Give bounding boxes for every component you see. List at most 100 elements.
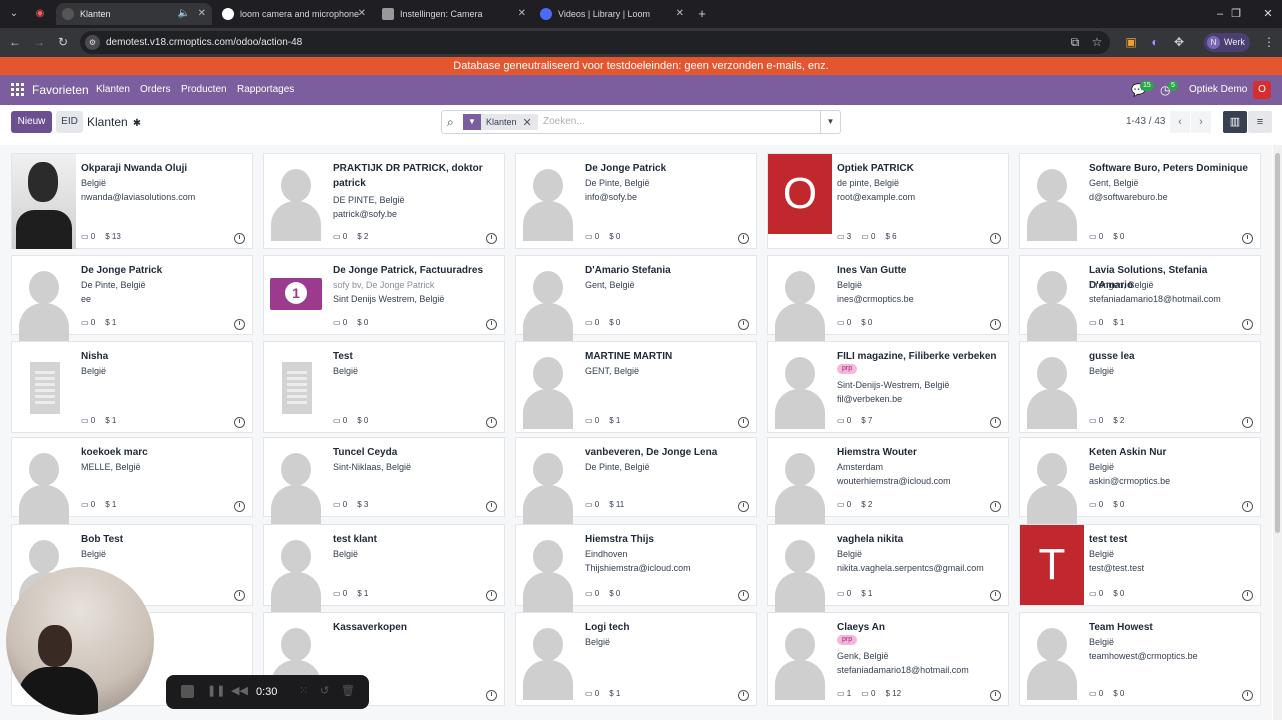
back-icon[interactable]: ← <box>9 35 21 49</box>
menu-klanten[interactable]: Klanten <box>96 84 130 95</box>
company-switcher[interactable]: Optiek Demo <box>1189 84 1248 95</box>
activity-clock-icon[interactable] <box>486 690 497 701</box>
search-input[interactable]: Zoeken... <box>543 116 585 127</box>
partner-card[interactable]: D'Amario Stefania Gent, België ▭ 0 $ 0 <box>515 255 757 343</box>
window-close-icon[interactable]: ✕ <box>1263 8 1273 20</box>
puzzle-icon[interactable]: ✥ <box>1173 35 1185 49</box>
activity-clock-icon[interactable] <box>486 590 497 601</box>
activity-clock-icon[interactable] <box>1242 233 1253 244</box>
activity-clock-icon[interactable] <box>738 690 749 701</box>
partner-card[interactable]: Test België ▭ 0 $ 0 <box>263 341 505 433</box>
search-dropdown-toggle[interactable]: ▼ <box>820 111 840 133</box>
partner-card[interactable]: Software Buro, Peters Dominique Gent, Bel… <box>1019 153 1261 249</box>
stop-record-button[interactable] <box>181 685 194 698</box>
partner-card[interactable]: Ines Van Gutte België ines@crmoptics.be ▭ 0… <box>767 255 1009 343</box>
list-view-button[interactable]: ≡ <box>1248 111 1272 133</box>
partner-card[interactable]: De Jonge Patrick De Pinte, België info@sof… <box>515 153 757 249</box>
forward-icon[interactable]: → <box>33 35 45 49</box>
partner-card[interactable]: Nisha België ▭ 0 $ 1 <box>11 341 253 433</box>
activity-clock-icon[interactable] <box>738 233 749 244</box>
activity-clock-icon[interactable] <box>234 590 245 601</box>
activity-clock-icon[interactable] <box>738 319 749 330</box>
partner-card[interactable]: vaghela nikita België nikita.vaghela.serpe… <box>767 524 1009 612</box>
activity-clock-icon[interactable] <box>486 417 497 428</box>
partner-card[interactable]: O Optiek PATRICK de pinte, België root@exam… <box>767 153 1009 249</box>
close-icon[interactable]: ✕ <box>675 8 684 19</box>
app-menu-icon[interactable] <box>11 83 24 96</box>
activity-clock-icon[interactable] <box>1242 690 1253 701</box>
menu-orders[interactable]: Orders <box>140 84 171 95</box>
pause-icon[interactable]: ❚❚ <box>207 685 226 697</box>
eid-button[interactable]: EID <box>56 111 83 133</box>
minimize-icon[interactable]: – <box>1216 8 1224 20</box>
reload-icon[interactable]: ↻ <box>57 35 69 49</box>
user-avatar[interactable]: O <box>1253 81 1271 99</box>
webcam-bubble[interactable] <box>6 567 154 715</box>
scrollbar[interactable] <box>1273 145 1282 720</box>
more-menu-icon[interactable]: ⋮ <box>1263 35 1275 49</box>
cast-icon[interactable]: ⧉ <box>1070 35 1080 49</box>
partner-card[interactable]: MARTINE MARTIN GENT, België ▭ 0 $ 1 <box>515 341 757 433</box>
tab-klanten[interactable]: Klanten 🔈 ✕ <box>56 3 212 25</box>
speaker-icon[interactable]: 🔈 <box>177 8 190 19</box>
activity-clock-icon[interactable] <box>990 319 1001 330</box>
new-tab-icon[interactable]: + <box>698 6 706 21</box>
partner-card[interactable]: Okparaji Nwanda Oluji België nwanda@lavias… <box>11 153 253 249</box>
close-icon[interactable]: ✕ <box>197 8 206 19</box>
partner-card[interactable]: De Jonge Patrick De Pinte, België ee ▭ 0 $ 1 <box>11 255 253 343</box>
grid-icon[interactable]: ⁙ <box>299 685 309 697</box>
activities-icon[interactable]: ◷ <box>1160 83 1171 97</box>
profile-chip[interactable]: N Werk <box>1204 33 1250 52</box>
partner-card[interactable]: koekoek marc MELLE, België ▭ 0 $ 1 <box>11 437 253 525</box>
activity-clock-icon[interactable] <box>234 319 245 330</box>
tab-loom-camera[interactable]: loom camera and microphone ✕ <box>216 3 372 25</box>
bookmark-star-icon[interactable]: ☆ <box>1091 35 1103 49</box>
partner-card[interactable]: gusse lea België ▭ 0 $ 2 <box>1019 341 1261 433</box>
tab-search-icon[interactable]: ⌄ <box>9 8 19 19</box>
activity-clock-icon[interactable] <box>234 501 245 512</box>
facet-remove-icon[interactable]: ✕ <box>522 116 532 129</box>
app-brand[interactable]: Favorieten <box>32 83 89 97</box>
pager-value[interactable]: 1-43 / 43 <box>1126 116 1166 127</box>
activity-clock-icon[interactable] <box>1242 417 1253 428</box>
filter-facet[interactable]: ▼ Klanten ✕ <box>463 114 538 130</box>
activity-clock-icon[interactable] <box>1242 501 1253 512</box>
new-button[interactable]: Nieuw <box>11 111 52 133</box>
activity-clock-icon[interactable] <box>486 501 497 512</box>
partner-card[interactable]: Claeys An prp Genk, België stefaniadamario1… <box>767 612 1009 706</box>
activity-clock-icon[interactable] <box>486 233 497 244</box>
activity-clock-icon[interactable] <box>234 417 245 428</box>
address-bar[interactable]: ⚙ demotest.v18.crmoptics.com/odoo/action… <box>80 31 1110 54</box>
activity-clock-icon[interactable] <box>738 590 749 601</box>
activity-clock-icon[interactable] <box>234 233 245 244</box>
tab-instellingen-camera[interactable]: Instellingen: Camera ✕ <box>376 3 532 25</box>
tab-loom-library[interactable]: Videos | Library | Loom ✕ <box>534 3 690 25</box>
extension-icon[interactable]: ◐ <box>1151 35 1159 49</box>
partner-card[interactable]: Hiemstra Thijs Eindhoven Thijshiemstra@icl… <box>515 524 757 612</box>
extension-icon[interactable]: ▣ <box>1125 35 1137 49</box>
site-info-icon[interactable]: ⚙ <box>85 35 100 50</box>
restart-icon[interactable]: ↺ <box>320 685 330 697</box>
activity-clock-icon[interactable] <box>990 501 1001 512</box>
trash-icon[interactable]: 🗑 <box>341 685 355 697</box>
activity-clock-icon[interactable] <box>990 233 1001 244</box>
kanban-view-button[interactable]: ▥ <box>1223 111 1247 133</box>
pager-previous-button[interactable]: ‹ <box>1170 111 1190 133</box>
activity-clock-icon[interactable] <box>990 590 1001 601</box>
partner-card[interactable]: vanbeveren, De Jonge Lena De Pinte, Belgi… <box>515 437 757 525</box>
activity-clock-icon[interactable] <box>990 417 1001 428</box>
menu-rapportages[interactable]: Rapportages <box>237 84 295 95</box>
close-icon[interactable]: ✕ <box>357 8 366 19</box>
close-icon[interactable]: ✕ <box>517 8 526 19</box>
partner-card[interactable]: Keten Askin Nur België askin@crmoptics.be ▭… <box>1019 437 1261 525</box>
partner-card[interactable]: Tuncel Ceyda Sint-Niklaas, België ▭ 0 $ 3 <box>263 437 505 525</box>
gear-icon[interactable]: ✱ <box>132 118 142 129</box>
partner-card[interactable]: PRAKTIJK DR PATRICK, doktor patrick DE PI… <box>263 153 505 249</box>
search-icon[interactable]: ⌕ <box>447 115 454 129</box>
activity-clock-icon[interactable] <box>738 417 749 428</box>
activity-clock-icon[interactable] <box>1242 319 1253 330</box>
partner-card[interactable]: Logi tech België ▭ 0 $ 1 <box>515 612 757 706</box>
scrollbar-thumb[interactable] <box>1275 153 1280 533</box>
partner-card[interactable]: Lavia Solutions, Stefania D'Amario Dronge… <box>1019 255 1261 343</box>
